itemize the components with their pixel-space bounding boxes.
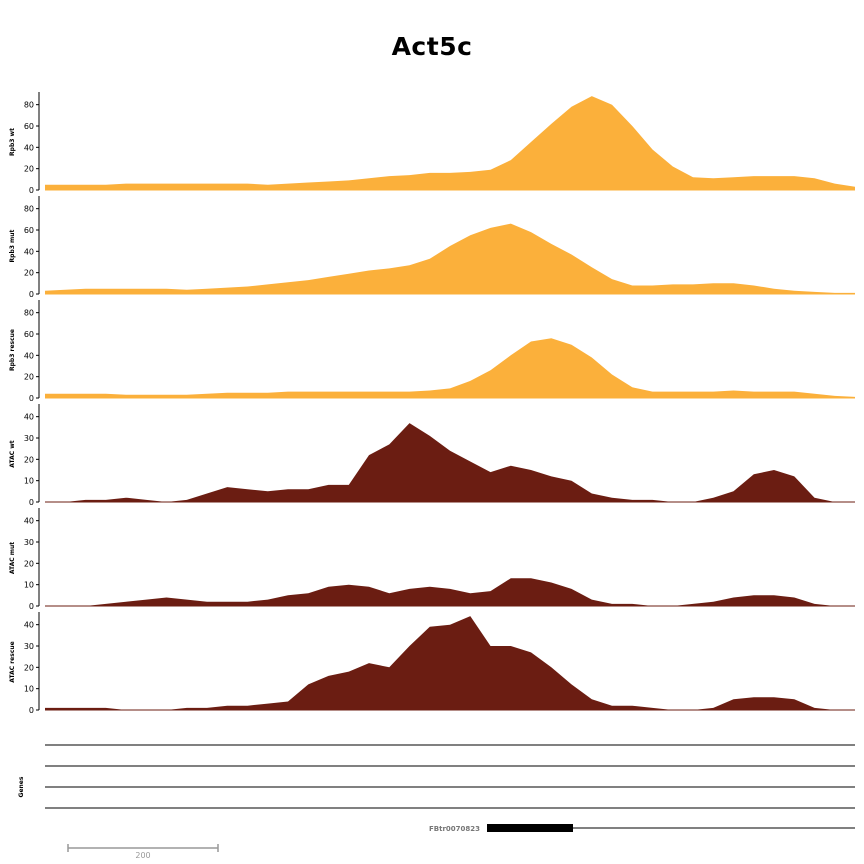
y-tick-label-atac-wt: 10 [24, 477, 34, 486]
y-tick-label-atac-rescue: 30 [24, 642, 34, 651]
y-tick-label-atac-wt: 20 [24, 455, 34, 464]
y-tick-label-rpb3-wt: 20 [24, 165, 34, 174]
y-tick-label-rpb3-rescue: 20 [24, 373, 34, 382]
y-tick-label-rpb3-rescue: 40 [24, 351, 34, 360]
track-label-atac-mut: ATAC mut [9, 542, 16, 574]
y-tick-label-rpb3-wt: 0 [29, 186, 34, 195]
transcript-exon [487, 824, 573, 832]
track-label-atac-rescue: ATAC rescue [9, 641, 16, 682]
track-area-atac-rescue [45, 616, 855, 710]
y-tick-label-rpb3-wt: 60 [24, 122, 34, 131]
y-tick-label-atac-wt: 40 [24, 413, 34, 422]
y-tick-label-rpb3-mut: 60 [24, 226, 34, 235]
y-tick-label-rpb3-wt: 80 [24, 101, 34, 110]
y-tick-label-rpb3-mut: 20 [24, 269, 34, 278]
chart-title: Act5c [391, 32, 473, 61]
y-tick-label-rpb3-mut: 80 [24, 205, 34, 214]
track-area-atac-wt [45, 423, 855, 502]
scale-bar-label: 200 [135, 851, 150, 860]
y-tick-label-atac-mut: 10 [24, 581, 34, 590]
track-area-atac-mut [45, 578, 855, 606]
track-label-rpb3-mut: Rpb3 mut [9, 229, 16, 262]
y-tick-label-rpb3-rescue: 0 [29, 394, 34, 403]
y-tick-label-atac-wt: 0 [29, 498, 34, 507]
y-tick-label-atac-mut: 20 [24, 559, 34, 568]
y-tick-label-atac-mut: 30 [24, 538, 34, 547]
y-tick-label-rpb3-rescue: 80 [24, 309, 34, 318]
track-label-atac-wt: ATAC wt [9, 440, 16, 467]
y-tick-label-atac-wt: 30 [24, 434, 34, 443]
y-tick-label-rpb3-mut: 0 [29, 290, 34, 299]
y-tick-label-rpb3-rescue: 60 [24, 330, 34, 339]
y-tick-label-atac-rescue: 0 [29, 706, 34, 715]
y-tick-label-atac-rescue: 40 [24, 621, 34, 630]
track-label-rpb3-rescue: Rpb3 rescue [9, 329, 16, 371]
y-tick-label-atac-rescue: 20 [24, 663, 34, 672]
y-tick-label-rpb3-wt: 40 [24, 143, 34, 152]
y-tick-label-atac-rescue: 10 [24, 685, 34, 694]
genes-track-label: Genes [18, 776, 25, 797]
track-area-rpb3-wt [45, 96, 855, 190]
track-label-rpb3-wt: Rpb3 wt [9, 128, 16, 156]
y-tick-label-atac-mut: 40 [24, 517, 34, 526]
y-tick-label-atac-mut: 0 [29, 602, 34, 611]
transcript-label: FBtr0070823 [429, 825, 480, 833]
y-tick-label-rpb3-mut: 40 [24, 247, 34, 256]
track-area-rpb3-mut [45, 223, 855, 294]
track-area-rpb3-rescue [45, 338, 855, 398]
